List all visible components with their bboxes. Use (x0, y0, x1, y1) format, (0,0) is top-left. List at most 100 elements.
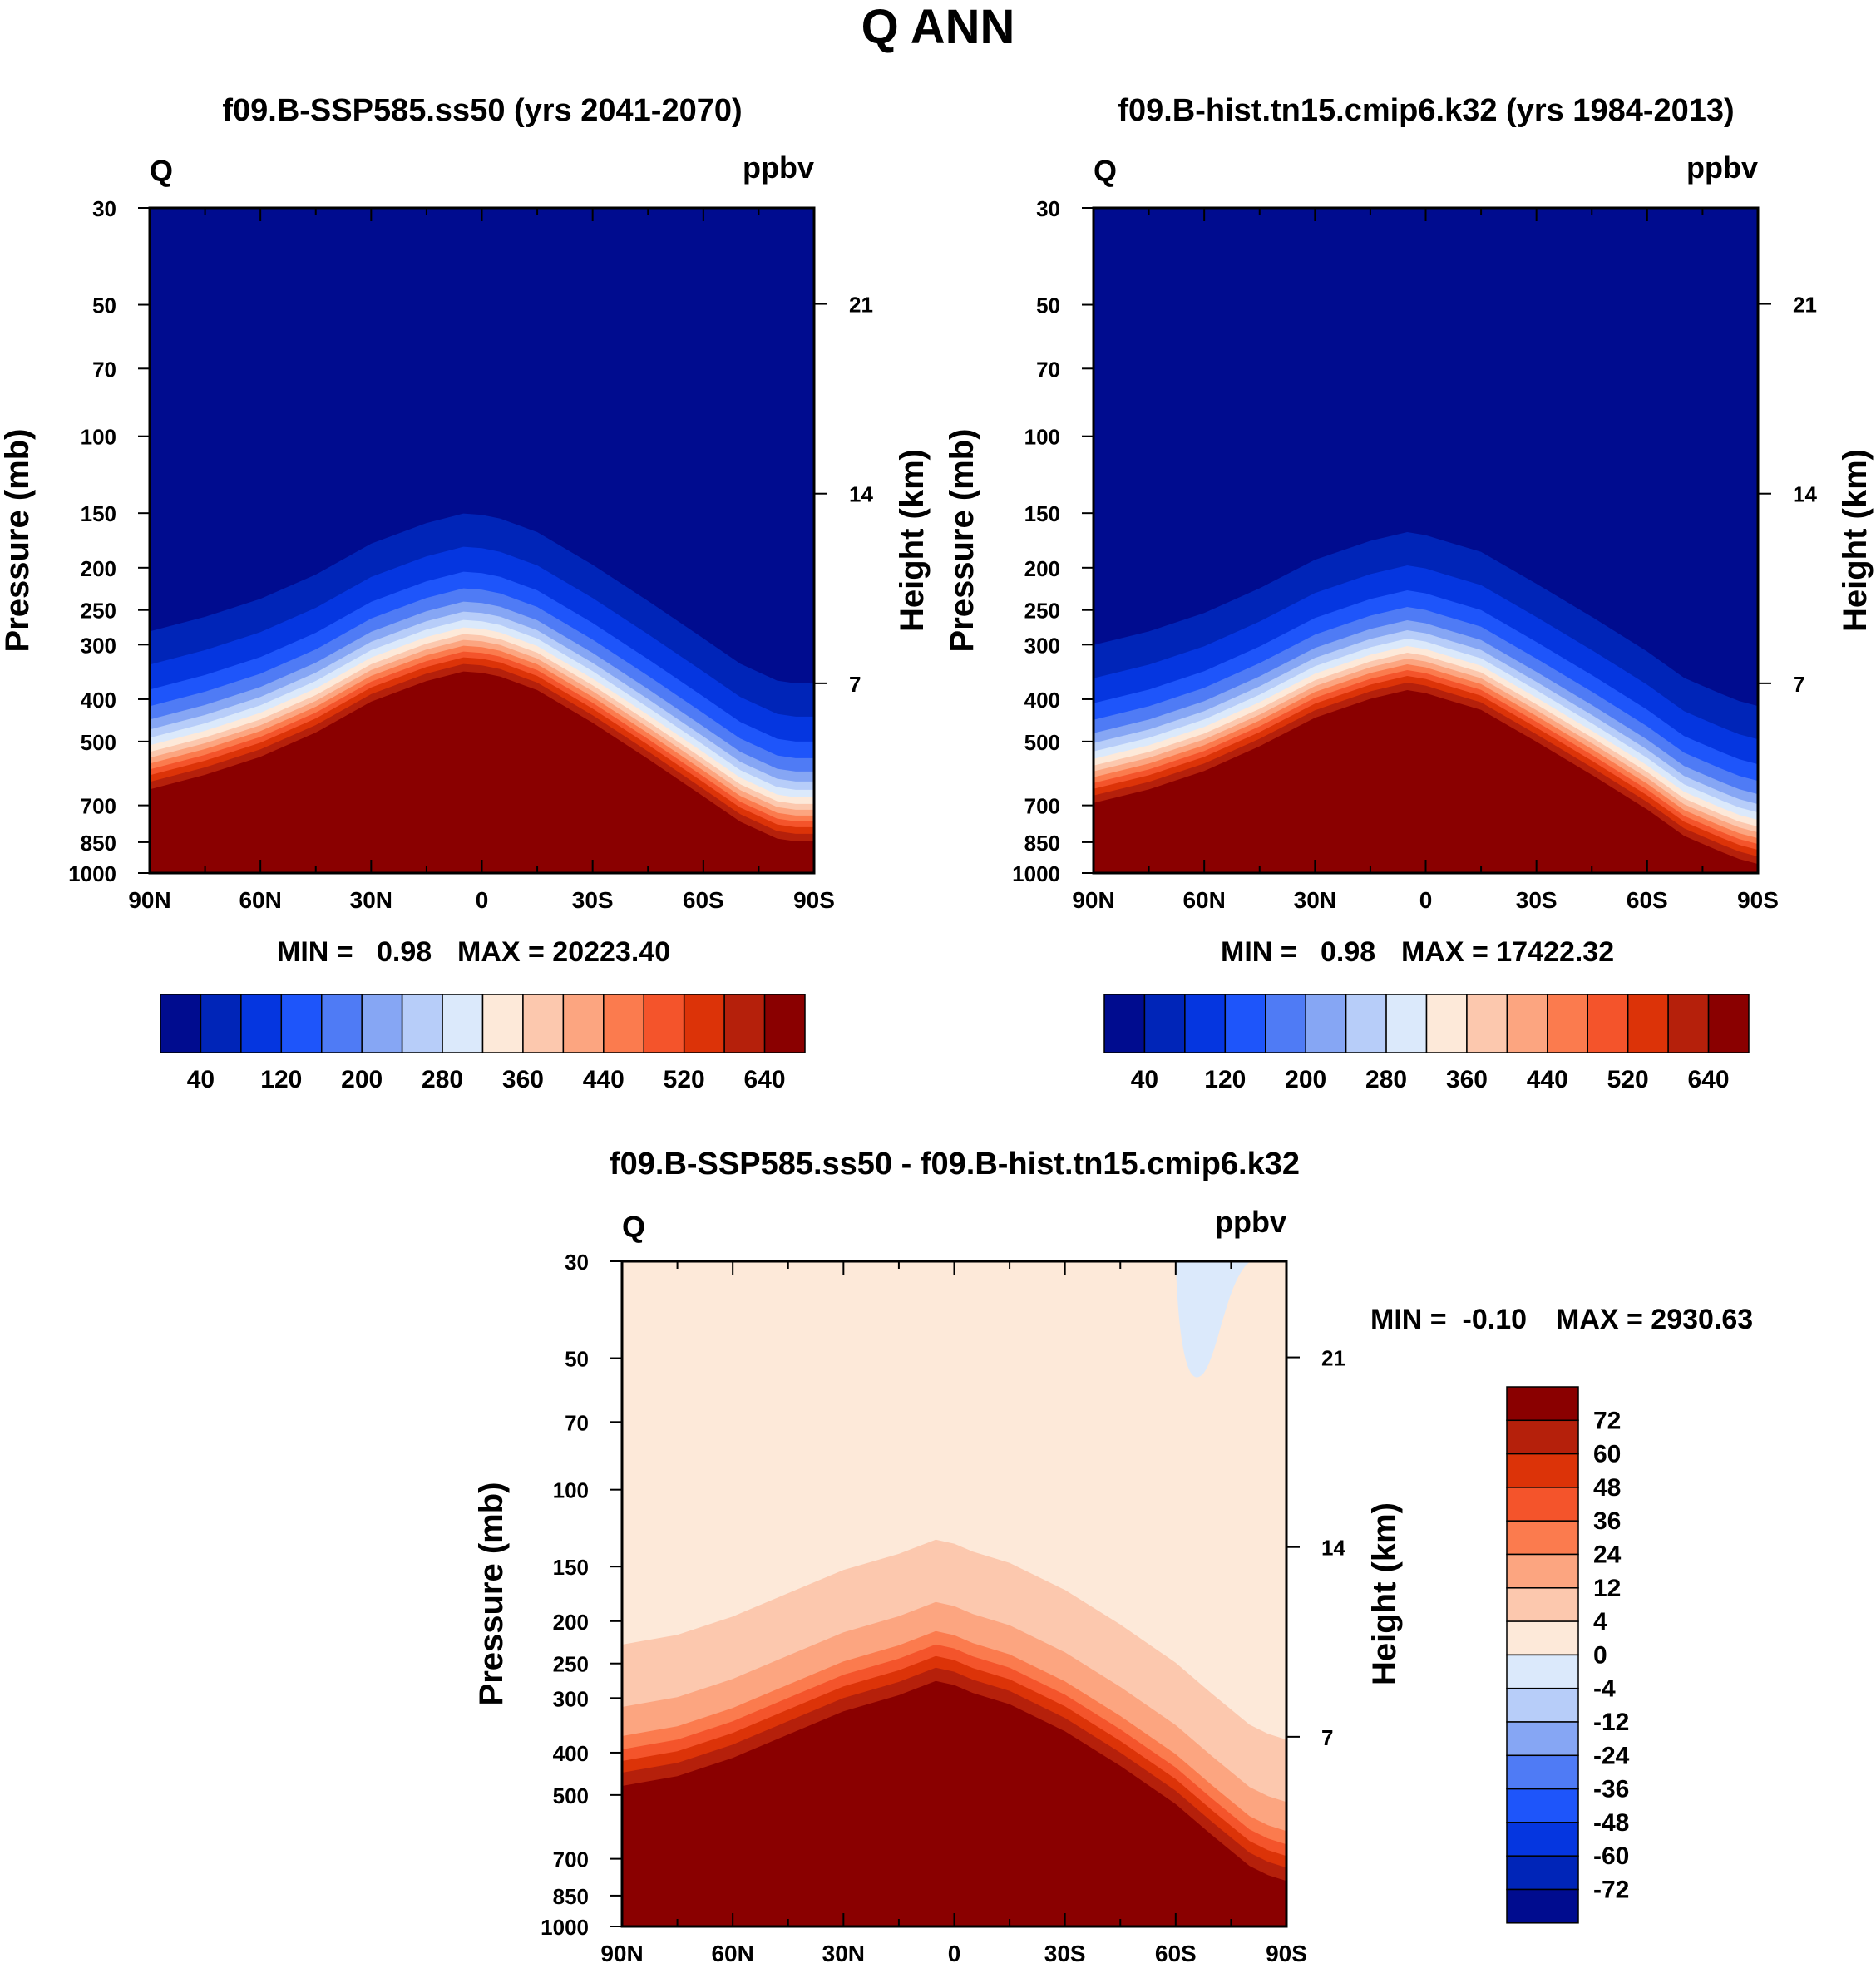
colorbar-label: 72 (1593, 1407, 1621, 1434)
colorbar-label: 360 (502, 1066, 544, 1093)
panel-title: f09.B-hist.tn15.cmip6.k32 (yrs 1984-2013… (1118, 93, 1734, 128)
colorbar-label: 120 (260, 1066, 302, 1093)
x-tick-label: 60N (239, 887, 281, 913)
colorbar-label: 440 (1527, 1066, 1568, 1093)
colorbar-label: 200 (1285, 1066, 1326, 1093)
x-axis: 90N 60N 30N 0 30S 60S 90S (1072, 208, 1779, 913)
panel-control: f09.B-hist.tn15.cmip6.k32 (yrs 1984-2013… (944, 93, 1874, 1093)
y-tick-label: 700 (553, 1847, 589, 1872)
colorbar-box (1506, 1386, 1579, 1422)
y-axis-left: 30 50 70 100 150 200 250 300 400 500 700 850 1000 (68, 196, 150, 886)
x-tick-label: 30S (1516, 887, 1558, 913)
colorbar-label: 4 (1593, 1608, 1607, 1635)
panel-difference: f09.B-SSP585.ss50 - f09.B-hist.tn15.cmip… (473, 1147, 1753, 1966)
colorbar-box (321, 994, 363, 1053)
units-label: ppbv (1686, 150, 1758, 185)
y-axis-right: 7 14 21 (814, 293, 873, 697)
colorbar-box (1587, 994, 1629, 1053)
colorbar-box (683, 994, 725, 1053)
colorbar-label: 280 (422, 1066, 463, 1093)
colorbar-label: -72 (1593, 1877, 1629, 1904)
colorbar-box (1184, 994, 1227, 1053)
min-label: MIN = 0.98 (277, 936, 432, 968)
x-tick-label: 60S (1155, 1941, 1197, 1966)
colorbar-box (603, 994, 644, 1053)
y-tick-label: 50 (1036, 294, 1060, 318)
colorbar-box (1103, 994, 1146, 1053)
colorbar-box (643, 994, 685, 1053)
colorbar-box (1506, 1754, 1579, 1790)
max-label: MAX = 20223.40 (457, 936, 670, 968)
units-label: ppbv (1215, 1205, 1286, 1239)
y-tick-label: 700 (81, 794, 116, 819)
variable-label: Q (1094, 154, 1117, 188)
y-tick-label: 250 (81, 599, 116, 624)
y-axis-right: 7 14 21 (1286, 1346, 1345, 1750)
y-tick-label: 850 (553, 1884, 589, 1909)
height-tick-label: 14 (849, 482, 873, 507)
colorbar-box (1506, 1587, 1579, 1622)
colorbar-box (1667, 994, 1710, 1053)
colorbar-label: 520 (664, 1066, 705, 1093)
y-tick-label: 100 (553, 1478, 589, 1503)
colorbar-box (763, 994, 806, 1053)
colorbar-box (1385, 994, 1428, 1053)
y-tick-label: 200 (553, 1610, 589, 1635)
colorbar-box (1506, 1888, 1579, 1924)
colorbar-box (1627, 994, 1669, 1053)
colorbar-box (200, 994, 242, 1053)
max-label: MAX = 17422.32 (1401, 936, 1614, 968)
y-tick-label: 30 (565, 1250, 589, 1275)
colorbar-box (1345, 994, 1387, 1053)
y-tick-label: 1000 (541, 1915, 589, 1940)
colorbar-label: -60 (1593, 1842, 1629, 1870)
y-tick-label: 500 (553, 1783, 589, 1808)
colorbar-box (160, 994, 202, 1053)
colorbar-box (280, 994, 323, 1053)
y-tick-label: 100 (81, 425, 116, 450)
x-tick-label: 30S (572, 887, 614, 913)
y-tick-label: 150 (1024, 501, 1060, 526)
colorbar-label: 48 (1593, 1474, 1621, 1502)
contour-band (150, 671, 814, 873)
x-tick-label: 0 (476, 887, 489, 913)
variable-label: Q (150, 154, 173, 188)
units-label: ppbv (743, 150, 814, 185)
colorbar-box (1506, 1654, 1579, 1689)
height-tick-label: 21 (1793, 293, 1817, 318)
x-tick-label: 90S (1266, 1941, 1307, 1966)
y-tick-label: 700 (1024, 794, 1060, 819)
x-tick-label: 90N (1072, 887, 1114, 913)
colorbar-box (240, 994, 283, 1053)
height-tick-label: 7 (1793, 672, 1804, 697)
colorbar-box (1265, 994, 1306, 1053)
colorbar-label: -4 (1593, 1675, 1616, 1703)
y-axis-right: 7 14 21 (1758, 293, 1817, 697)
page-title: Q ANN (861, 0, 1015, 54)
y-tick-label: 50 (565, 1347, 589, 1372)
y-tick-label: 250 (553, 1652, 589, 1677)
y-tick-label: 30 (92, 196, 116, 221)
plot-area (150, 208, 814, 873)
y-tick-label: 400 (81, 688, 116, 713)
colorbar-label: 120 (1204, 1066, 1246, 1093)
y-tick-label: 150 (553, 1555, 589, 1580)
y-tick-label: 850 (81, 831, 116, 856)
colorbar-box (1506, 1822, 1579, 1857)
x-tick-label: 90S (793, 887, 835, 913)
y-tick-label: 70 (92, 357, 116, 382)
height-tick-label: 21 (849, 293, 873, 318)
colorbar-box (442, 994, 484, 1053)
y-axis-right-title: Height (km) (1837, 449, 1874, 632)
colorbar-box (401, 994, 443, 1053)
y-tick-label: 200 (81, 556, 116, 581)
y-tick-label: 1000 (1012, 861, 1060, 886)
y-axis-title: Pressure (mb) (0, 429, 36, 653)
colorbar-label: 0 (1593, 1641, 1607, 1669)
y-axis-left: 30 50 70 100 150 200 250 300 400 500 700 850 1000 (1012, 196, 1094, 886)
x-tick-label: 0 (1419, 887, 1433, 913)
y-tick-label: 50 (92, 294, 116, 318)
x-axis: 90N 60N 30N 0 30S 60S 90S (128, 208, 835, 913)
colorbar-label: 24 (1593, 1542, 1622, 1569)
colorbar-box (1143, 994, 1186, 1053)
